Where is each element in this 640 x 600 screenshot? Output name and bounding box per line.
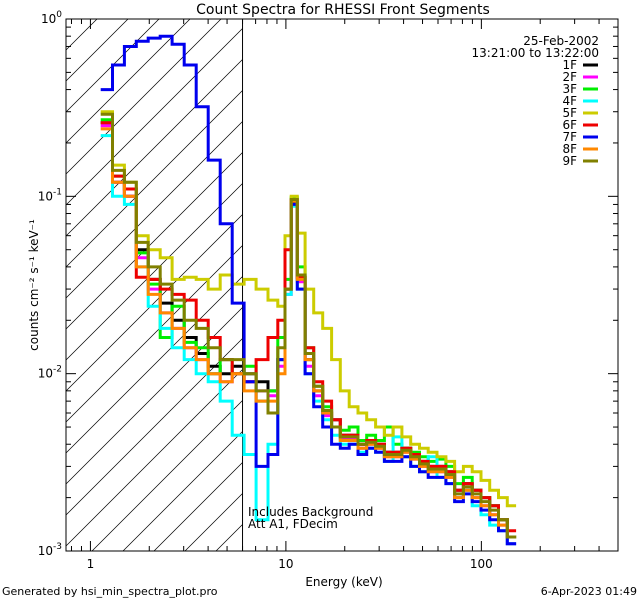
legend-label-7F: 7F — [562, 130, 577, 144]
hatch-line — [66, 27, 243, 206]
hatch-line — [66, 19, 129, 82]
chart-title: Count Spectra for RHESSI Front Segments — [196, 2, 490, 18]
legend-label-4F: 4F — [562, 94, 577, 108]
footer-timestamp: 6-Apr-2023 01:49 — [541, 585, 637, 598]
y-axis-label: counts cm⁻² s⁻¹ keV⁻¹ — [27, 219, 41, 351]
series-9F-line — [100, 112, 517, 539]
hatch-line — [66, 151, 243, 330]
hatch-line — [66, 306, 243, 485]
hatch-line — [91, 399, 243, 551]
hatch-line — [66, 120, 243, 299]
hatch-line — [66, 244, 243, 423]
legend-label-8F: 8F — [562, 142, 577, 156]
y-tick-label: 10-3 — [38, 542, 62, 558]
legend-label-3F: 3F — [562, 82, 577, 96]
axis-ticks: 1 10 100 100 10-1 10-2 10-3 — [38, 10, 619, 571]
legend-label-2F: 2F — [562, 70, 577, 84]
legend-label-5F: 5F — [562, 106, 577, 120]
legend-label-9F: 9F — [562, 154, 577, 168]
x-tick-label: 1 — [87, 557, 95, 571]
hatch-line — [66, 19, 222, 175]
x-tick-label: 100 — [470, 557, 493, 571]
date-label: 25-Feb-2002 — [523, 34, 599, 48]
y-tick-label: 10-2 — [38, 365, 62, 381]
footer-generated-by: Generated by hsi_min_spectra_plot.pro — [2, 585, 218, 598]
hatch-line — [66, 19, 191, 144]
hatch-line — [66, 368, 243, 547]
x-axis-label: Energy (keV) — [305, 575, 382, 589]
y-tick-label: 10-1 — [38, 187, 62, 203]
time-range-label: 13:21:00 to 13:22:00 — [472, 46, 599, 60]
plot-frame — [65, 18, 619, 552]
hatch-line — [66, 58, 243, 237]
hatch-line — [66, 182, 243, 361]
annotation-background: Includes Background — [248, 505, 373, 519]
hatch-line — [66, 337, 243, 516]
series-5F-line — [100, 110, 517, 508]
hatch-line — [122, 430, 243, 551]
legend-label-1F: 1F — [562, 58, 577, 72]
annotation-attenuator: Att A1, FDecim — [248, 517, 338, 531]
x-tick-label: 10 — [278, 557, 293, 571]
hatch-line — [66, 89, 243, 268]
series-group — [100, 34, 517, 546]
y-tick-label: 100 — [41, 10, 62, 26]
hatch-line — [66, 19, 98, 51]
hatch-line — [66, 19, 160, 113]
hatched-background-region — [66, 19, 244, 551]
legend-label-6F: 6F — [562, 118, 577, 132]
